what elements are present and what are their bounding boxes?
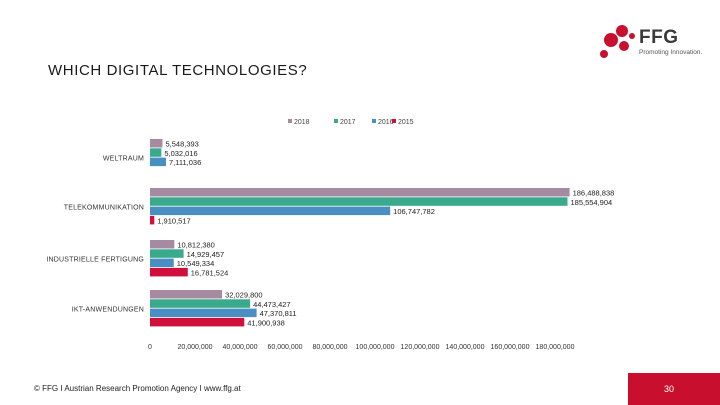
chart-legend: 2018 2017 2016 2015 [288,119,414,126]
logo-wordmark: FFG [639,27,679,48]
legend-swatch-2018 [288,119,292,123]
x-tick-label: 100,000,000 [356,344,395,351]
ffg-logo: FFG Promoting Innovation. [598,24,708,64]
bar-2018 [150,240,175,249]
x-tick-label: 160,000,000 [491,344,530,351]
bar-2016 [150,206,391,216]
data-label: 186,488,838 [573,189,615,198]
category-label: IKT-ANWENDUNGEN [72,307,144,314]
footer-text: © FFG I Austrian Research Promotion Agen… [34,384,241,393]
data-label: 106,747,782 [393,207,435,216]
x-tick-label: 140,000,000 [446,344,485,351]
data-label: 5,548,393 [165,140,198,149]
ffg-logo-mark-icon [600,25,635,58]
category-label: INDUSTRIELLE FERTIGUNG [46,257,144,264]
data-label: 10,812,380 [177,241,215,250]
legend-label-2017: 2017 [340,119,356,126]
bar-2017 [150,249,184,258]
data-label: 32,029,800 [225,291,263,300]
slide-title: WHICH DIGITAL TECHNOLOGIES? [48,62,308,79]
data-label: 5,032,016 [164,149,197,158]
x-tick-label: 60,000,000 [267,344,302,351]
logo-tagline: Promoting Innovation. [639,49,703,56]
data-label: 16,781,524 [191,268,229,277]
bar-2018 [150,188,570,197]
x-tick-label: 120,000,000 [401,344,440,351]
category-labels: WELTRAUM TELEKOMMUNIKATION INDUSTRIELLE FE… [46,156,144,314]
legend-label-2016: 2016 [378,119,394,126]
x-tick-label: 0 [148,344,152,351]
page-number: 30 [664,384,675,394]
legend-label-2018: 2018 [294,119,310,126]
bar-2015 [150,215,155,225]
bar-2016 [150,157,166,167]
data-label: 14,929,457 [187,250,225,259]
data-label: 10,549,334 [177,259,215,268]
data-label: 41,900,938 [247,318,285,327]
x-tick-label: 180,000,000 [536,344,575,351]
page-number-badge: 30 [628,373,720,405]
legend-swatch-2017 [334,119,338,123]
bar-2016 [150,308,257,318]
data-label: 185,554,904 [570,198,612,207]
bar-2017 [150,148,162,157]
x-axis-ticks: 0 20,000,000 40,000,000 60,000,000 80,000,00… [148,344,575,351]
x-tick-label: 20,000,000 [177,344,212,351]
data-label: 47,370,811 [260,309,297,318]
legend-swatch-2016 [372,119,376,123]
category-label: TELEKOMMUNIKATION [64,205,144,212]
x-tick-label: 80,000,000 [312,344,347,351]
data-label: 7,111,036 [169,158,201,167]
bar-2018 [150,139,163,148]
x-tick-label: 40,000,000 [222,344,257,351]
bar-2016 [150,258,174,268]
legend-label-2015: 2015 [398,119,414,126]
bar-2015 [150,267,188,277]
bar-2018 [150,290,223,299]
bar-2017 [150,299,251,308]
data-label: 44,473,427 [253,300,291,309]
legend-swatch-2015 [392,119,396,123]
category-label: WELTRAUM [103,156,144,163]
chart-bars [150,139,570,327]
bar-2015 [150,317,245,327]
data-label: 1,910,517 [157,216,190,225]
bar-2017 [150,197,568,206]
